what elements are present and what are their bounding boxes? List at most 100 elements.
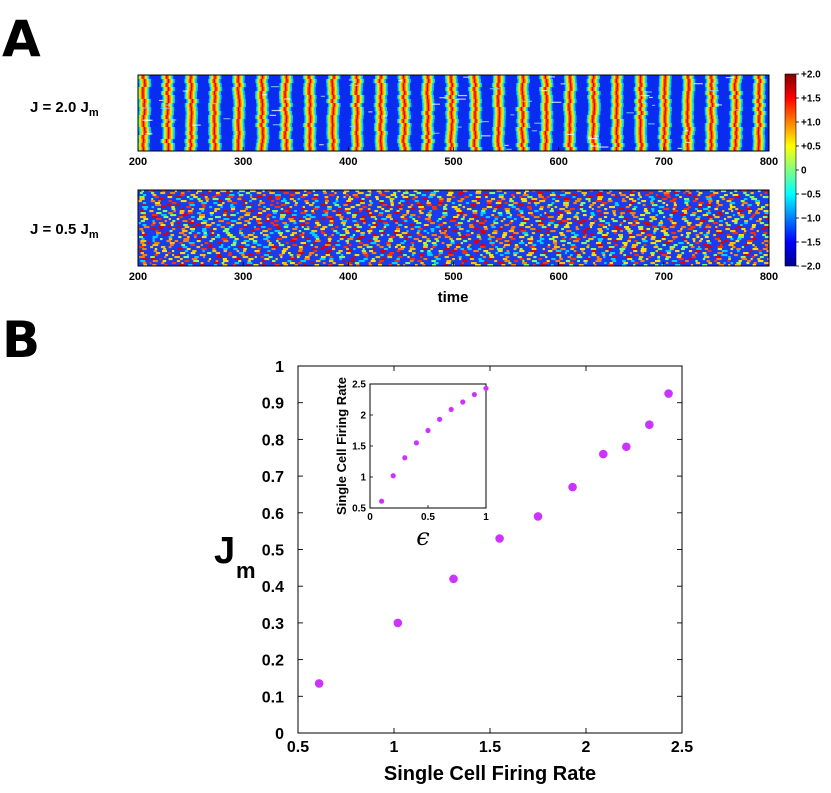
- sync-band-cell: [666, 123, 668, 128]
- async-dash: [227, 196, 234, 199]
- sync-band-cell: [635, 111, 638, 116]
- sync-band-cell: [190, 107, 193, 112]
- sync-band-cell: [706, 147, 708, 151]
- sync-band-cell: [163, 115, 166, 120]
- sync-band-cell: [546, 99, 548, 104]
- sync-band-cell: [335, 119, 338, 124]
- sync-band-cell: [475, 79, 477, 84]
- sync-band-cell: [758, 99, 761, 104]
- sync-band-cell: [571, 111, 574, 116]
- sync-band-cell: [310, 111, 313, 116]
- sync-band-cell: [379, 87, 381, 92]
- sync-band-cell: [663, 123, 666, 128]
- async-dash: [673, 192, 679, 195]
- sync-band-cell: [356, 91, 359, 96]
- async-dash: [180, 194, 185, 197]
- sync-band-cell: [430, 79, 433, 84]
- sync-band-cell: [266, 139, 268, 144]
- sync-band-cell: [430, 111, 433, 116]
- sync-band-cell: [400, 135, 402, 140]
- sync-band-cell: [451, 123, 453, 128]
- sync-band-cell: [499, 75, 502, 80]
- sync-band-cell: [234, 95, 236, 100]
- sync-band-cell: [455, 103, 458, 108]
- sync-band-cell: [447, 139, 449, 144]
- sync-band-cell: [304, 75, 306, 80]
- sync-band-cell: [450, 115, 453, 120]
- sync-band-cell: [305, 95, 308, 100]
- sync-band-cell: [636, 103, 639, 108]
- sync-band-cell: [544, 135, 546, 140]
- sync-band-cell: [495, 83, 498, 88]
- sync-band-cell: [592, 115, 594, 120]
- sync-band-cell: [240, 139, 242, 144]
- sync-band-cell: [516, 135, 519, 140]
- sync-band-cell: [615, 139, 618, 144]
- sync-band-cell: [590, 115, 593, 120]
- row-label-weak-coupling: J = 0.5 Jm: [30, 221, 99, 241]
- sync-band-cell: [432, 79, 434, 84]
- sync-band-cell: [258, 135, 261, 140]
- sync-band-cell: [196, 127, 198, 132]
- sync-band-cell: [139, 103, 142, 108]
- sync-band-cell: [148, 139, 150, 144]
- sync-band-cell: [539, 131, 542, 136]
- sync-band-cell: [359, 147, 362, 151]
- sync-band-cell: [260, 75, 263, 80]
- sync-band-cell: [683, 111, 686, 116]
- async-dash: [139, 196, 145, 199]
- sync-band-cell: [684, 143, 686, 148]
- async-dash: [721, 198, 726, 201]
- sync-band-cell: [215, 111, 218, 116]
- sync-band-cell: [361, 147, 363, 151]
- sync-band-cell: [377, 119, 380, 124]
- sync-band-cell: [457, 119, 459, 124]
- sync-band-cell: [618, 111, 621, 116]
- sync-band-cell: [621, 99, 624, 104]
- async-dash: [581, 192, 587, 195]
- sync-band-cell: [739, 119, 741, 124]
- sync-band-cell: [209, 139, 211, 144]
- sync-band-cell: [474, 111, 476, 116]
- sync-band-cell: [667, 143, 670, 148]
- sync-band-cell: [550, 111, 552, 116]
- sync-band-cell: [737, 75, 739, 80]
- sync-band-cell: [283, 87, 286, 92]
- sync-band-cell: [613, 79, 615, 84]
- sync-band-cell: [517, 147, 520, 151]
- sync-streak: [349, 84, 359, 87]
- sync-band-cell: [283, 95, 285, 100]
- sync-band-cell: [148, 83, 150, 88]
- sync-band-cell: [142, 147, 145, 151]
- sync-band-cell: [260, 103, 263, 108]
- sync-band-cell: [518, 111, 520, 116]
- sync-band-cell: [710, 143, 713, 148]
- sync-band-cell: [520, 123, 522, 128]
- sync-band-cell: [611, 79, 614, 84]
- sync-band-cell: [762, 135, 764, 140]
- sync-band-cell: [683, 147, 685, 151]
- sync-band-cell: [327, 127, 330, 132]
- sync-band-cell: [574, 95, 576, 100]
- sync-band-cell: [712, 131, 714, 136]
- sync-band-cell: [504, 111, 506, 116]
- sync-band-cell: [358, 79, 361, 84]
- sync-band-cell: [239, 75, 241, 80]
- sync-streak: [641, 102, 647, 104]
- sync-band-cell: [141, 79, 143, 84]
- sync-band-cell: [173, 127, 176, 132]
- sync-band-cell: [138, 143, 140, 148]
- sync-band-cell: [431, 91, 434, 96]
- sync-band-cell: [588, 131, 590, 136]
- sync-band-cell: [424, 91, 427, 96]
- sync-band-cell: [265, 107, 268, 112]
- sync-band-cell: [352, 143, 355, 148]
- sync-band-cell: [432, 95, 434, 100]
- sync-band-cell: [691, 147, 693, 151]
- sync-band-cell: [550, 91, 553, 96]
- sync-band-cell: [208, 123, 211, 128]
- sync-band-cell: [477, 75, 480, 80]
- sync-band-cell: [526, 87, 529, 92]
- sync-band-cell: [165, 99, 167, 104]
- sync-band-cell: [335, 107, 338, 112]
